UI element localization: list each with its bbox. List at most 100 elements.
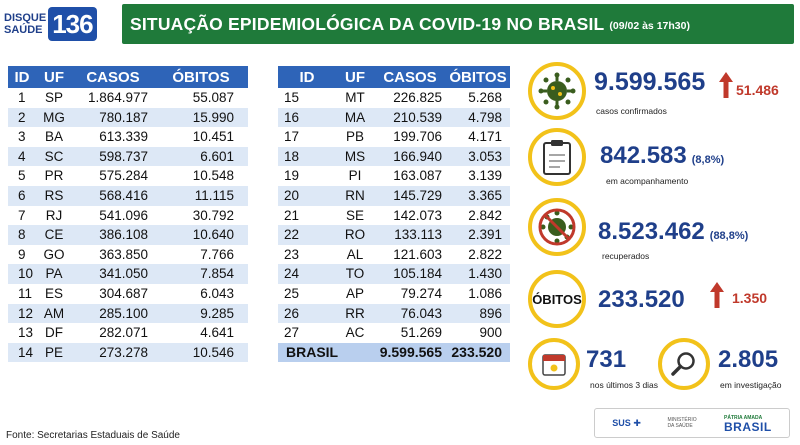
virus-icon bbox=[528, 62, 586, 120]
cell-casos: 76.043 bbox=[374, 303, 446, 324]
cell-obitos: 15.990 bbox=[154, 107, 248, 128]
col-casos: CASOS bbox=[374, 66, 446, 88]
cell-uf: PB bbox=[345, 129, 364, 145]
table-row: 12 AM 285.100 9.285 bbox=[8, 303, 248, 324]
cell-obitos: 7.766 bbox=[200, 246, 234, 262]
cell-obitos: 5.268 bbox=[468, 90, 502, 105]
table-row: 4 SC 598.737 6.601 bbox=[8, 146, 248, 167]
cell-uf: AM bbox=[36, 303, 72, 324]
cell-obitos: 2.391 bbox=[446, 225, 510, 245]
cell-id: 13 bbox=[18, 325, 34, 341]
investigation-label: em investigação bbox=[720, 380, 782, 390]
cell-uf: PR bbox=[44, 168, 64, 184]
cell-id: 20 bbox=[278, 185, 336, 206]
col-obitos: ÓBITOS bbox=[446, 66, 510, 88]
confirmed-label: casos confirmados bbox=[596, 106, 667, 116]
cell-casos: 145.729 bbox=[374, 185, 446, 206]
total-label: BRASIL bbox=[278, 342, 374, 363]
cell-obitos: 4.171 bbox=[468, 129, 502, 145]
cell-uf: RO bbox=[336, 225, 374, 245]
col-id: ID bbox=[8, 66, 36, 88]
table-row: 27 AC 51.269 900 bbox=[278, 323, 510, 343]
cell-id: 27 bbox=[284, 325, 300, 341]
cell-casos: 226.825 bbox=[393, 90, 442, 105]
col-obitos: ÓBITOS bbox=[154, 66, 248, 88]
arrow-up-icon bbox=[719, 72, 733, 98]
cell-uf: RJ bbox=[45, 207, 63, 223]
table-row: 25 AP 79.274 1.086 bbox=[278, 284, 510, 304]
cell-id: 23 bbox=[284, 246, 300, 262]
cell-uf: MG bbox=[36, 107, 72, 128]
arrow-up-icon bbox=[710, 282, 724, 308]
table-row: 11 ES 304.687 6.043 bbox=[8, 284, 248, 304]
cell-uf: SP bbox=[44, 90, 63, 105]
table-row: 7 RJ 541.096 30.792 bbox=[8, 206, 248, 226]
cell-casos: 282.071 bbox=[99, 325, 148, 341]
cell-id: 16 bbox=[278, 107, 336, 128]
cell-obitos: 7.854 bbox=[154, 264, 248, 284]
cell-obitos: 30.792 bbox=[192, 207, 234, 223]
table-row: 21 SE 142.073 2.842 bbox=[278, 206, 510, 226]
cell-uf: SE bbox=[345, 207, 364, 223]
table-row: 5 PR 575.284 10.548 bbox=[8, 166, 248, 186]
cell-uf: PE bbox=[36, 342, 72, 363]
table-row: 17 PB 199.706 4.171 bbox=[278, 127, 510, 147]
cell-obitos: 11.115 bbox=[154, 185, 248, 206]
cell-casos: 163.087 bbox=[393, 168, 442, 184]
cell-obitos: 10.546 bbox=[154, 342, 248, 363]
cell-casos: 199.706 bbox=[393, 129, 442, 145]
cell-uf: MS bbox=[336, 146, 374, 167]
title-bar: SITUAÇÃO EPIDEMIOLÓGICA DA COVID-19 NO B… bbox=[122, 4, 794, 44]
source-note: Fonte: Secretarias Estaduais de Saúde bbox=[6, 430, 180, 441]
logo-number: 136 bbox=[48, 7, 97, 41]
table-row: 23 AL 121.603 2.822 bbox=[278, 245, 510, 265]
cell-uf: PA bbox=[36, 264, 72, 284]
cell-obitos: 2.822 bbox=[468, 246, 502, 262]
monitoring-label: em acompanhamento bbox=[606, 176, 689, 186]
cell-obitos: 1.430 bbox=[446, 264, 510, 284]
cell-uf: RR bbox=[336, 303, 374, 324]
cell-id: 2 bbox=[8, 107, 36, 128]
cell-casos: 121.603 bbox=[393, 246, 442, 262]
cell-id: 15 bbox=[284, 90, 300, 105]
table-row: 13 DF 282.071 4.641 bbox=[8, 323, 248, 343]
cell-uf: MA bbox=[336, 107, 374, 128]
cell-obitos: 9.285 bbox=[154, 303, 248, 324]
cell-uf: TO bbox=[336, 264, 374, 284]
logo-line2: SAÚDE bbox=[4, 24, 43, 36]
table-row: 18 MS 166.940 3.053 bbox=[278, 146, 510, 167]
cell-id: 3 bbox=[18, 129, 26, 145]
table-row: 6 RS 568.416 11.115 bbox=[8, 185, 248, 206]
cell-uf: MT bbox=[345, 90, 365, 105]
cell-obitos: 1.086 bbox=[468, 285, 502, 301]
government-logos: SUS ✚ MINISTÉRIO DA SAÚDE PÁTRIA AMADA B… bbox=[594, 408, 790, 438]
total-casos: 9.599.565 bbox=[374, 342, 446, 363]
cell-uf: SC bbox=[36, 146, 72, 167]
cell-id: 8 bbox=[8, 225, 36, 245]
magnifier-icon bbox=[658, 338, 710, 390]
table-row: 14 PE 273.278 10.546 bbox=[8, 342, 248, 363]
states-table-right: ID UF CASOS ÓBITOS 15 MT 226.825 5.268 16 MA 2… bbox=[278, 66, 510, 363]
ministry-logo: MINISTÉRIO DA SAÚDE bbox=[667, 417, 697, 429]
cell-uf: RN bbox=[336, 185, 374, 206]
cell-id: 25 bbox=[284, 285, 300, 301]
cell-id: 1 bbox=[18, 90, 26, 105]
cell-obitos: 4.798 bbox=[446, 107, 510, 128]
cell-id: 9 bbox=[18, 246, 26, 262]
table-header-row: ID UF CASOS ÓBITOS bbox=[8, 66, 248, 88]
deaths-circle-label: ÓBITOS bbox=[532, 291, 582, 307]
cell-casos: 575.284 bbox=[99, 168, 148, 184]
monitoring-value-wrap: 842.583 (8,8%) bbox=[600, 142, 724, 170]
brasil-logo: PÁTRIA AMADA BRASIL bbox=[724, 414, 772, 433]
cell-obitos: 10.451 bbox=[192, 129, 234, 145]
recent-value: 731 bbox=[586, 346, 627, 373]
cell-uf: AC bbox=[345, 325, 365, 341]
cell-casos: 142.073 bbox=[393, 207, 442, 223]
cell-casos: 386.108 bbox=[72, 225, 154, 245]
cell-id: 10 bbox=[8, 264, 36, 284]
cell-casos: 304.687 bbox=[99, 285, 148, 301]
recovered-value: 8.523.462 bbox=[598, 218, 705, 245]
cell-obitos: 4.641 bbox=[200, 325, 234, 341]
recovered-label: recuperados bbox=[602, 251, 650, 261]
col-casos: CASOS bbox=[72, 66, 154, 88]
